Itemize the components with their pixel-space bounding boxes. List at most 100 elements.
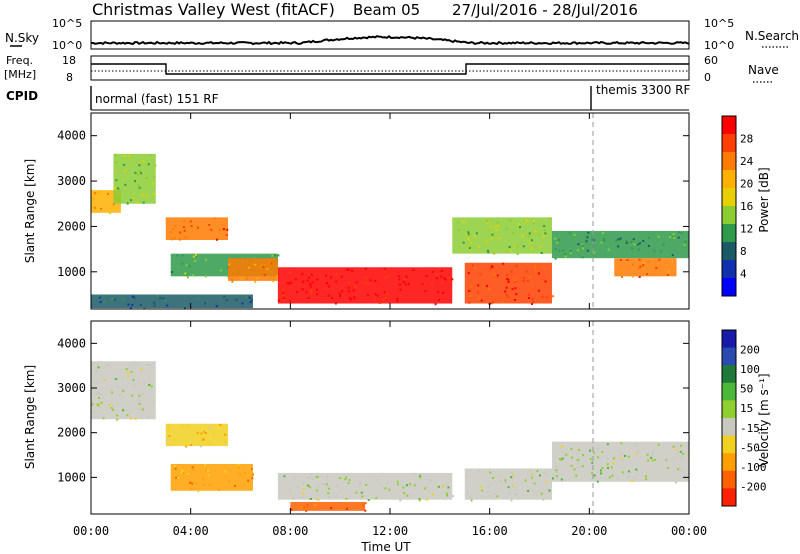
heatmap-cell	[192, 255, 195, 258]
power-colorbar-label: Power [dB]	[757, 167, 771, 232]
x-tick-label: 04:00	[173, 524, 209, 538]
heatmap-cell	[514, 280, 517, 283]
heatmap-cell	[286, 282, 289, 285]
heatmap-cell	[479, 273, 482, 276]
heatmap-cell	[657, 443, 660, 446]
heatmap-cell	[599, 469, 602, 472]
heatmap-cell	[184, 272, 187, 275]
heatmap-cell	[339, 295, 342, 297]
heatmap-cell	[239, 473, 242, 475]
heatmap-cell	[462, 241, 465, 244]
heatmap-cell	[227, 275, 229, 278]
heatmap-cell	[635, 452, 637, 455]
heatmap-cell	[235, 259, 238, 262]
heatmap-cell	[347, 268, 350, 271]
heatmap-cell	[569, 250, 572, 253]
velocity-panel: 4000 3000 2000 1000 Slant Range [km]	[23, 320, 690, 515]
heatmap-cell	[582, 454, 584, 457]
heatmap-cell	[326, 282, 328, 284]
heatmap-cell	[419, 475, 422, 478]
heatmap-cell	[127, 375, 130, 378]
heatmap-region	[113, 153, 156, 204]
heatmap-cell	[133, 361, 136, 364]
heatmap-cell	[138, 408, 141, 411]
heatmap-cell	[142, 160, 145, 163]
heatmap-cell	[511, 474, 514, 477]
heatmap-cell	[473, 235, 476, 238]
heatmap-cell	[234, 484, 237, 487]
heatmap-cell	[467, 238, 470, 240]
heatmap-cell	[130, 199, 132, 202]
colorbar-swatch	[722, 134, 736, 153]
heatmap-cell	[447, 277, 450, 280]
heatmap-cell	[467, 231, 470, 234]
colorbar-swatch	[722, 260, 736, 279]
heatmap-cell	[565, 453, 568, 456]
heatmap-cell	[544, 232, 547, 235]
heatmap-cell	[527, 235, 530, 238]
heatmap-cell	[554, 237, 557, 240]
heatmap-cell	[113, 186, 116, 189]
heatmap-cell	[581, 256, 584, 259]
nsearch-tick-bottom: 10^0	[704, 39, 734, 52]
heatmap-cell	[208, 483, 211, 486]
heatmap-cell	[131, 303, 134, 306]
heatmap-cell	[511, 471, 514, 474]
heatmap-cell	[153, 304, 156, 307]
heatmap-cell	[131, 197, 134, 200]
heatmap-cell	[519, 226, 521, 229]
beam-label: Beam 05	[353, 1, 420, 19]
heatmap-cell	[383, 270, 385, 273]
heatmap-cell	[330, 507, 333, 509]
heatmap-cell	[402, 486, 405, 489]
heatmap-cell	[307, 297, 310, 299]
heatmap-cell	[532, 482, 535, 485]
heatmap-cell	[496, 221, 499, 224]
heatmap-cell	[224, 470, 227, 473]
heatmap-cell	[571, 456, 573, 459]
colorbar-swatch	[722, 242, 736, 261]
heatmap-cell	[250, 299, 253, 302]
colorbar-tick-label: 28	[740, 133, 753, 146]
heatmap-cell	[217, 488, 220, 491]
heatmap-cell	[307, 484, 310, 487]
heatmap-cell	[601, 451, 604, 454]
heatmap-cell	[138, 186, 141, 189]
heatmap-cell	[346, 268, 349, 271]
heatmap-cell	[626, 259, 629, 261]
heatmap-cell	[154, 164, 157, 167]
heatmap-cell	[327, 285, 330, 288]
heatmap-cell	[153, 301, 156, 304]
heatmap-cell	[102, 417, 105, 420]
heatmap-cell	[606, 457, 609, 460]
heatmap-cell	[364, 509, 367, 512]
heatmap-cell	[251, 477, 254, 480]
heatmap-cell	[162, 297, 165, 300]
heatmap-cell	[271, 254, 274, 257]
heatmap-cell	[228, 480, 231, 482]
heatmap-cell	[248, 296, 251, 299]
heatmap-cell	[611, 474, 614, 477]
heatmap-cell	[116, 378, 119, 381]
heatmap-cell	[362, 504, 365, 507]
colorbar-swatch	[722, 330, 736, 349]
heatmap-cell	[672, 457, 675, 460]
heatmap-cell	[335, 272, 338, 275]
heatmap-cell	[208, 426, 211, 429]
freq-label-2: [MHz]	[4, 68, 36, 81]
heatmap-cell	[183, 229, 186, 232]
heatmap-cell	[327, 492, 330, 494]
heatmap-cell	[444, 278, 447, 281]
heatmap-cell	[481, 489, 484, 492]
heatmap-cell	[505, 227, 508, 230]
heatmap-cell	[330, 276, 333, 279]
heatmap-cell	[202, 438, 205, 441]
heatmap-cell	[505, 286, 508, 289]
heatmap-cell	[108, 404, 111, 406]
heatmap-cell	[143, 307, 146, 309]
heatmap-cell	[190, 444, 193, 446]
colorbar-swatch	[722, 224, 736, 243]
heatmap-cell	[314, 498, 317, 500]
heatmap-cell	[114, 154, 117, 157]
